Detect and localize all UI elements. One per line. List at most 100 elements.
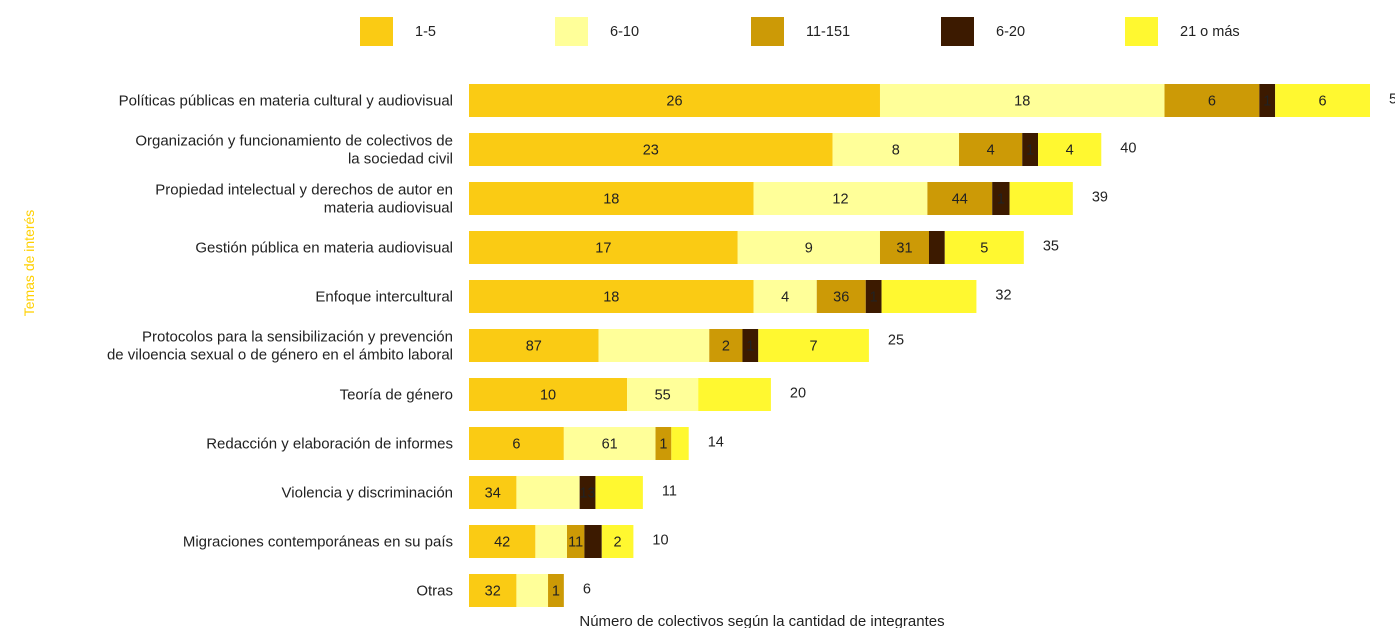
bar-segment-7-1 bbox=[563, 427, 656, 460]
segment-label-3-4: 5 bbox=[980, 241, 988, 257]
category-label-5: Protocolos para la sensibilización y pre… bbox=[107, 329, 453, 364]
bar-segment-3-3 bbox=[928, 231, 945, 264]
bar-segment-1-3 bbox=[1022, 133, 1039, 166]
total-label-10: 6 bbox=[583, 582, 591, 598]
legend: 1-5 6-10 11-151 6-20 21 o más bbox=[360, 17, 1240, 46]
total-label-0: 57 bbox=[1389, 92, 1395, 108]
bar-segment-10-1 bbox=[516, 574, 549, 607]
total-label-9: 10 bbox=[652, 533, 668, 549]
legend-label-2: 11-151 bbox=[806, 24, 850, 40]
bar-segment-0-3 bbox=[1259, 84, 1276, 117]
legend-swatch-4 bbox=[1125, 17, 1158, 46]
segment-label-10-0: 32 bbox=[485, 584, 501, 600]
category-label-7: Redacción y elaboración de informes bbox=[206, 436, 453, 453]
bar-segment-5-0 bbox=[469, 329, 599, 362]
legend-label-4: 21 o más bbox=[1180, 24, 1240, 40]
bar-segment-7-2 bbox=[655, 427, 672, 460]
bar-segment-4-2 bbox=[816, 280, 866, 313]
legend-label-3: 6-20 bbox=[996, 24, 1025, 40]
segment-label-4-1: 4 bbox=[781, 290, 789, 306]
bar-segment-3-1 bbox=[737, 231, 880, 264]
bar-segment-10-0 bbox=[469, 574, 517, 607]
category-label-9: Migraciones contemporáneas en su país bbox=[183, 534, 453, 551]
bar-segment-7-4 bbox=[671, 427, 689, 460]
bar-segment-0-2 bbox=[1164, 84, 1260, 117]
bar-segment-0-4 bbox=[1275, 84, 1370, 117]
bar-segment-3-2 bbox=[879, 231, 929, 264]
bar-segment-5-1 bbox=[598, 329, 710, 362]
segment-label-3-1: 9 bbox=[805, 241, 813, 257]
total-label-3: 35 bbox=[1043, 239, 1059, 255]
bar-segment-5-4 bbox=[758, 329, 869, 362]
total-label-4: 32 bbox=[995, 288, 1011, 304]
segment-label-0-3: 1 bbox=[1263, 94, 1271, 110]
bar-segment-3-4 bbox=[944, 231, 1024, 264]
segment-label-7-1: 61 bbox=[602, 437, 618, 453]
bar-segment-4-3 bbox=[865, 280, 882, 313]
total-label-5: 25 bbox=[888, 333, 904, 349]
bar-segment-9-4 bbox=[601, 525, 634, 558]
bar-segment-0-0 bbox=[469, 84, 880, 117]
segment-label-2-3: 1 bbox=[997, 192, 1005, 208]
bar-segment-2-3 bbox=[992, 182, 1010, 215]
bar-segment-8-1 bbox=[516, 476, 580, 509]
bar-segment-4-0 bbox=[469, 280, 754, 313]
category-labels: Políticas públicas en materia cultural y… bbox=[107, 93, 453, 600]
bar-segment-2-4 bbox=[1009, 182, 1073, 215]
bar-segment-2-1 bbox=[753, 182, 928, 215]
bar-segment-8-4 bbox=[595, 476, 643, 509]
segment-label-5-2: 2 bbox=[722, 339, 730, 355]
bar-segment-9-0 bbox=[469, 525, 536, 558]
segment-label-7-2: 1 bbox=[659, 437, 667, 453]
category-label-1: Organización y funcionamiento de colecti… bbox=[135, 133, 453, 168]
segment-label-5-4: 7 bbox=[810, 339, 818, 355]
bar-segment-9-2 bbox=[567, 525, 585, 558]
bar-segment-8-0 bbox=[469, 476, 517, 509]
segment-label-7-0: 6 bbox=[512, 437, 520, 453]
segment-label-4-2: 36 bbox=[833, 290, 849, 306]
bar-segment-1-0 bbox=[469, 133, 833, 166]
bar-segment-3-0 bbox=[469, 231, 738, 264]
bar-segment-9-3 bbox=[584, 525, 602, 558]
segment-label-0-1: 18 bbox=[1014, 94, 1030, 110]
category-label-10: Otras bbox=[416, 583, 453, 600]
bar-segment-2-2 bbox=[927, 182, 993, 215]
segment-label-0-2: 6 bbox=[1208, 94, 1216, 110]
segment-label-3-0: 17 bbox=[595, 241, 611, 257]
bar-segment-4-4 bbox=[881, 280, 977, 313]
bar-segment-5-3 bbox=[742, 329, 759, 362]
segment-label-2-0: 18 bbox=[603, 192, 619, 208]
segment-label-5-3: 1 bbox=[746, 339, 754, 355]
segment-label-3-2: 31 bbox=[896, 241, 912, 257]
bar-segment-5-2 bbox=[709, 329, 743, 362]
segment-label-4-0: 18 bbox=[603, 290, 619, 306]
segment-label-9-2: 11 bbox=[568, 535, 583, 551]
y-axis-title: Temas de interés bbox=[21, 210, 37, 317]
total-label-8: 11 bbox=[662, 484, 677, 500]
bar-segment-4-1 bbox=[753, 280, 817, 313]
bar-segment-1-1 bbox=[832, 133, 960, 166]
bar-segment-10-2 bbox=[548, 574, 564, 607]
legend-swatch-2 bbox=[751, 17, 784, 46]
bar-segment-0-1 bbox=[879, 84, 1165, 117]
segment-label-4-3: 1 bbox=[870, 290, 878, 306]
segment-label-1-0: 23 bbox=[643, 143, 659, 159]
total-label-7: 14 bbox=[708, 435, 724, 451]
legend-swatch-3 bbox=[941, 17, 974, 46]
bar-segment-9-1 bbox=[535, 525, 568, 558]
category-label-2: Propiedad intelectual y derechos de auto… bbox=[155, 182, 453, 217]
segment-label-8-0: 34 bbox=[485, 486, 501, 502]
x-axis-title: Número de colectivos según la cantidad d… bbox=[579, 613, 944, 628]
segment-label-9-4: 2 bbox=[614, 535, 622, 551]
bar-segment-7-0 bbox=[469, 427, 564, 460]
segment-label-1-1: 8 bbox=[892, 143, 900, 159]
category-label-3: Gestión pública en materia audiovisual bbox=[195, 240, 453, 257]
segment-label-6-1: 55 bbox=[655, 388, 671, 404]
bar-segment-2-0 bbox=[469, 182, 754, 215]
segment-label-0-0: 26 bbox=[666, 94, 682, 110]
bar-segment-6-1 bbox=[627, 378, 699, 411]
bar-segment-1-2 bbox=[959, 133, 1023, 166]
legend-label-1: 6-10 bbox=[610, 24, 639, 40]
segment-label-5-0: 87 bbox=[526, 339, 542, 355]
